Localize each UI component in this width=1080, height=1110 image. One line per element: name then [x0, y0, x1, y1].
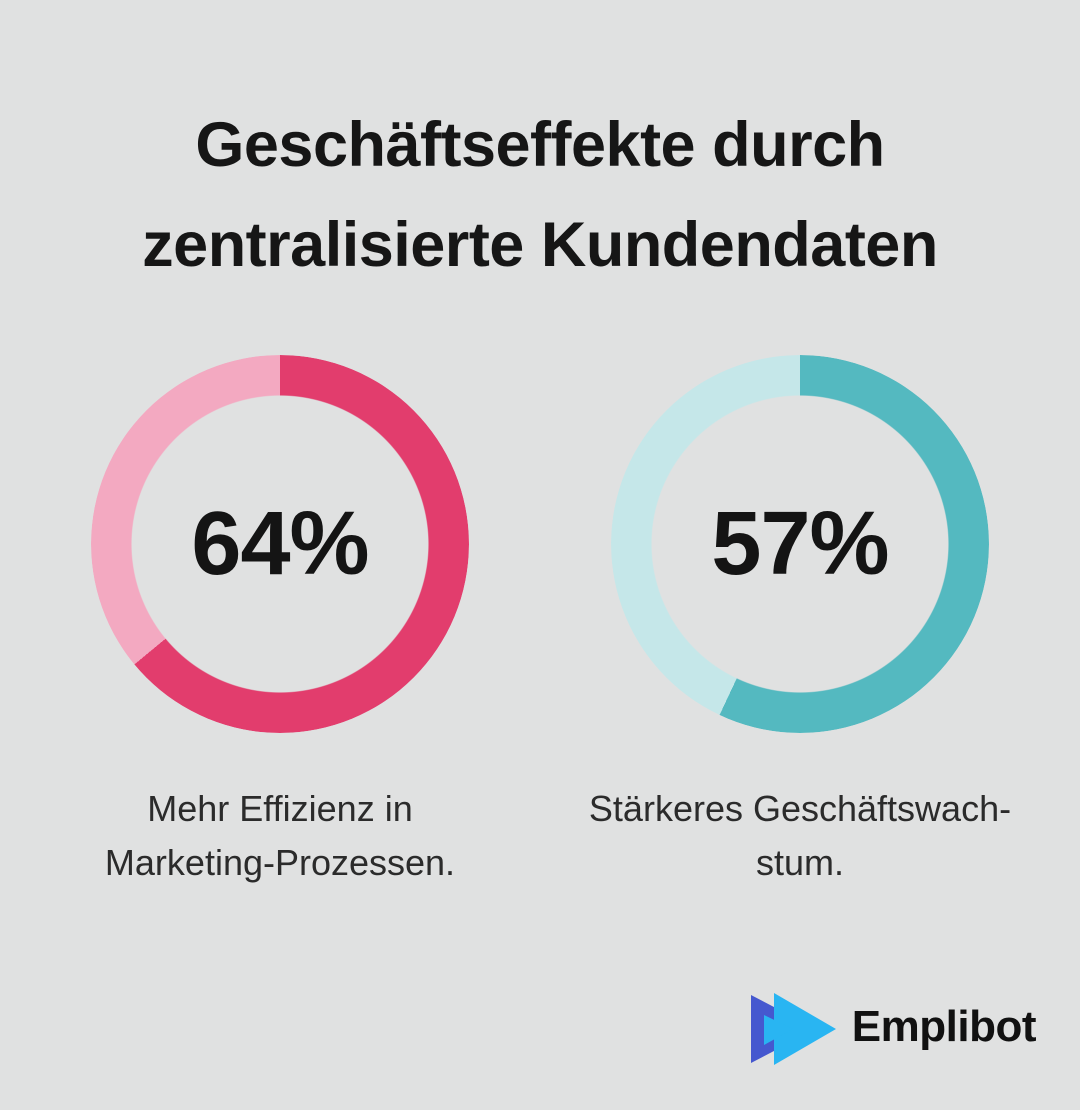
- page-title-line-1: Geschäftseffekte durch: [195, 110, 885, 180]
- caption-efficiency-line-2: Marketing-Prozessen.: [104, 842, 456, 883]
- donut-value-efficiency: 64%: [191, 493, 369, 594]
- page-title-line-2: zentralisierte Kundendaten: [142, 210, 938, 280]
- front-play-triangle-icon: [773, 993, 836, 1065]
- emplibot-wordmark: Emplibot: [851, 1002, 1037, 1051]
- inner-play-triangle-icon: [763, 1015, 793, 1045]
- donut-chart-growth: 57%: [611, 355, 989, 733]
- caption-growth-line-2: stum.: [755, 842, 844, 883]
- emplibot-logo: Emplibot: [749, 991, 1037, 1067]
- charts-row: 64% Mehr Effizienz in Marketing-Prozesse…: [0, 355, 1080, 890]
- emplibot-logo-mark-icon: [750, 993, 836, 1065]
- caption-efficiency: Mehr Effizienz in Marketing-Prozessen.: [105, 782, 455, 890]
- chart-efficiency: 64% Mehr Effizienz in Marketing-Prozesse…: [60, 355, 500, 890]
- caption-growth: Stärkeres Geschäftswach- stum.: [589, 782, 1011, 890]
- caption-efficiency-line-1: Mehr Effizienz in: [147, 788, 413, 829]
- donut-ring-efficiency: [91, 355, 469, 733]
- donut-chart-efficiency: 64%: [91, 355, 469, 733]
- caption-growth-line-1: Stärkeres Geschäftswach-: [588, 788, 1012, 829]
- page-title: Geschäftseffekte durch zentralisierte Ku…: [0, 0, 1080, 295]
- donut-ring-growth: [611, 355, 989, 733]
- donut-value-growth: 57%: [711, 493, 889, 594]
- chart-growth: 57% Stärkeres Geschäftswach- stum.: [580, 355, 1020, 890]
